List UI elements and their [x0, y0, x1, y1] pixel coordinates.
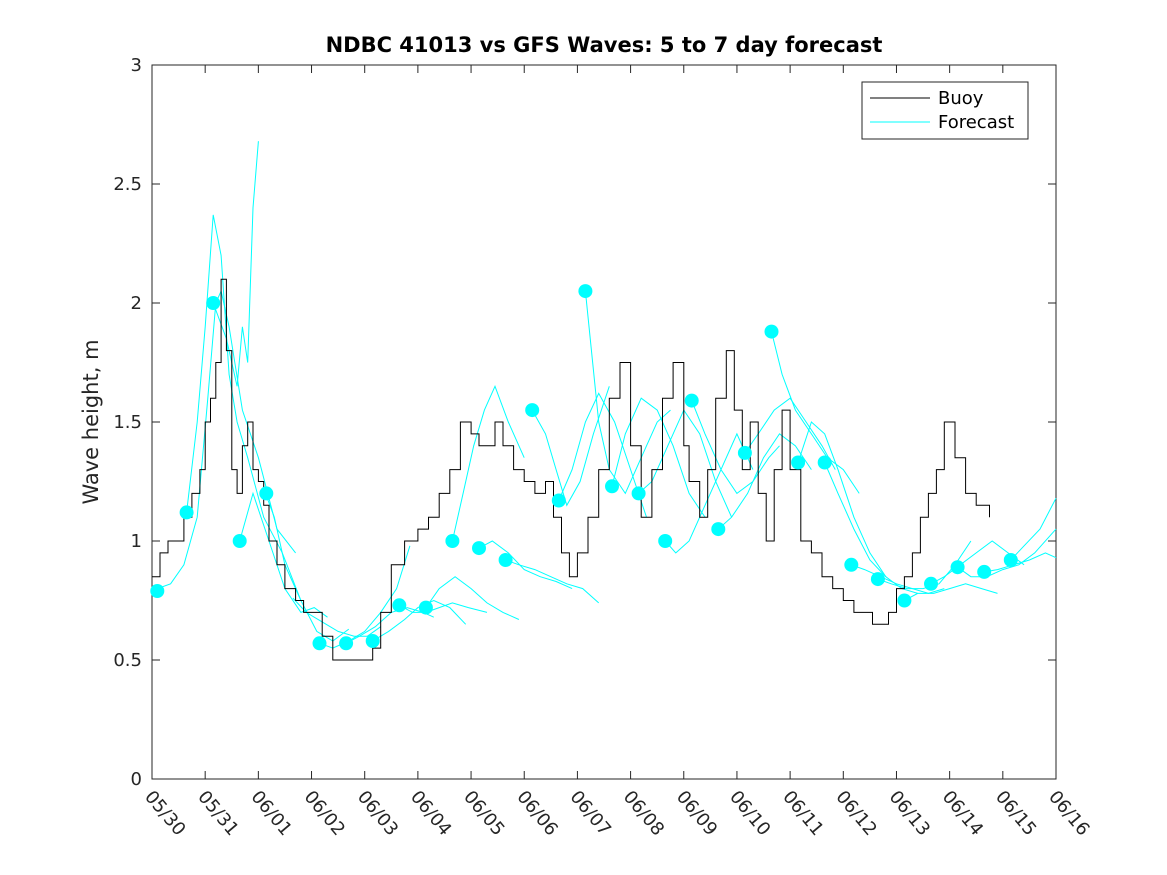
- forecast-start-point: [737, 445, 752, 460]
- forecast-line-32: [1010, 497, 1057, 561]
- forecast-start-point: [977, 564, 992, 579]
- y-tick-label: 1.5: [113, 412, 142, 433]
- forecast-start-point: [445, 534, 460, 548]
- y-tick-label: 3: [131, 55, 142, 76]
- forecast-line-28: [904, 583, 998, 601]
- forecast-line-23: [771, 331, 860, 494]
- forecast-line-13: [505, 559, 600, 604]
- forecast-line-30: [957, 528, 1057, 578]
- forecast-start-point: [684, 393, 699, 408]
- x-tick-label: 06/05: [459, 787, 508, 840]
- forecast-start-point: [897, 593, 912, 608]
- forecast-start-point: [844, 557, 859, 572]
- x-tick-label: 06/02: [300, 787, 349, 840]
- y-tick-label: 1: [131, 531, 142, 552]
- x-tick-label: 06/01: [247, 787, 296, 840]
- legend-buoy-label: Buoy: [938, 88, 984, 109]
- forecast-start-point: [817, 455, 832, 470]
- forecast-start-point: [551, 493, 566, 508]
- x-tick-label: 06/07: [566, 787, 615, 840]
- x-tick-label: 06/15: [991, 787, 1040, 840]
- forecast-line-9: [399, 602, 488, 613]
- x-tick-label: 05/31: [193, 787, 242, 840]
- forecast-start-point: [791, 455, 806, 470]
- legend-box: [861, 81, 1029, 140]
- forecast-start-point: [259, 486, 274, 501]
- forecast-start-point: [764, 324, 779, 339]
- forecast-start-point: [711, 522, 726, 537]
- legend: Buoy Forecast: [861, 81, 1029, 140]
- forecast-line-29: [930, 540, 1025, 585]
- forecast-start-point: [1003, 553, 1018, 567]
- forecast-start-point: [179, 505, 194, 520]
- y-axis-label: Wave height, m: [79, 339, 103, 504]
- x-tick-label: 06/14: [938, 787, 987, 840]
- forecast-line-14: [531, 386, 610, 507]
- forecast-start-point: [631, 486, 646, 501]
- forecast-start-point: [339, 636, 354, 651]
- forecast-line-10: [425, 576, 520, 620]
- forecast-start-point: [150, 584, 165, 598]
- forecast-line-11: [451, 384, 525, 542]
- forecast-line-1: [186, 214, 302, 601]
- buoy-line: [152, 278, 990, 661]
- x-tick-label: 05/30: [140, 787, 189, 840]
- forecast-start-point: [418, 600, 433, 615]
- forecast-start-point: [950, 560, 965, 575]
- forecast-line-0: [157, 289, 296, 590]
- forecast-start-point: [232, 534, 247, 548]
- x-tick-label: 06/12: [831, 787, 880, 840]
- forecast-start-point: [498, 553, 513, 567]
- x-tick-label: 06/06: [512, 787, 561, 840]
- x-tick-label: 06/09: [672, 787, 721, 840]
- forecast-line-19: [664, 432, 754, 554]
- forecast-line-15: [558, 392, 647, 518]
- x-tick-label: 06/04: [406, 787, 455, 840]
- x-tick-label: 06/16: [1044, 787, 1093, 840]
- y-tick-label: 2: [131, 293, 142, 314]
- x-tick-label: 06/11: [778, 787, 827, 840]
- axes-box: [151, 64, 1057, 780]
- forecast-line-8: [372, 599, 467, 642]
- y-tick-label: 0: [131, 769, 142, 790]
- x-tick-label: 06/03: [353, 787, 402, 840]
- x-tick-label: 06/13: [885, 787, 934, 840]
- forecast-start-point: [924, 576, 938, 591]
- series-layer: [150, 141, 1057, 661]
- forecast-line-21: [717, 433, 812, 530]
- forecast-start-point: [472, 541, 486, 556]
- chart-title: NDBC 41013 vs GFS Waves: 5 to 7 day fore…: [326, 33, 883, 57]
- legend-forecast-label: Forecast: [938, 112, 1014, 133]
- forecast-start-point: [658, 534, 673, 548]
- forecast-start-point: [605, 479, 619, 494]
- forecast-line-16: [584, 291, 671, 495]
- x-tick-label: 06/08: [619, 787, 668, 840]
- forecast-start-point: [392, 598, 407, 613]
- forecast-start-point: [578, 284, 593, 299]
- forecast-line-17: [611, 397, 706, 518]
- forecast-start-point: [525, 403, 540, 418]
- forecast-line-20: [691, 400, 780, 495]
- forecast-start-point: [312, 636, 327, 651]
- forecast-line-12: [478, 540, 573, 590]
- forecast-start-point: [206, 296, 221, 310]
- forecast-line-31: [984, 552, 1057, 573]
- x-tick-label: 06/10: [725, 787, 774, 840]
- y-tick-label: 0.5: [113, 650, 142, 671]
- forecast-start-point: [870, 572, 885, 587]
- forecast-line-24: [797, 421, 887, 577]
- forecast-start-point: [365, 634, 380, 648]
- y-tick-label: 2.5: [113, 174, 142, 195]
